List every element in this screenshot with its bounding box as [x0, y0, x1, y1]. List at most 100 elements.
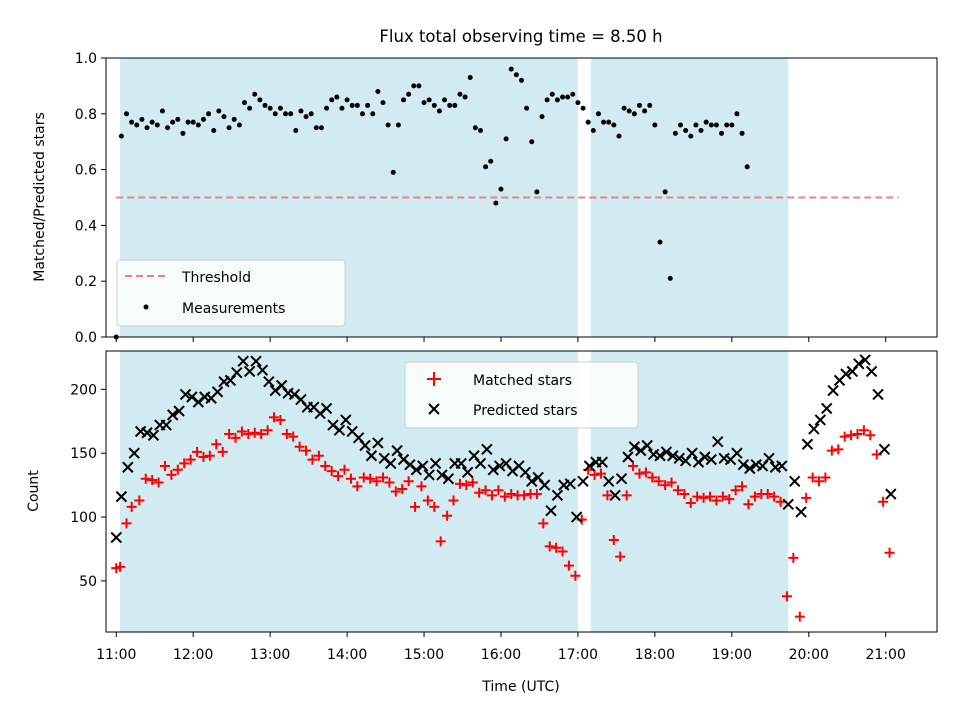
top-series-0-point-86 [554, 97, 560, 103]
bottom-series-1-point-77 [602, 475, 615, 487]
top-series-0-point-29 [262, 102, 268, 108]
top-series-0-point-7 [149, 119, 155, 125]
top-series-0-point-68 [462, 94, 468, 100]
bottom-series-1-point-44 [391, 444, 403, 457]
top-series-0-point-107 [662, 189, 668, 195]
top-series-0-point-116 [708, 122, 714, 128]
top-series-0-point-95 [601, 119, 607, 125]
top-series-0-point-85 [549, 91, 555, 97]
bottom-series-0-point-92 [698, 492, 709, 503]
bottom-series-1-point-50 [429, 457, 442, 470]
bottom-series-0-point-112 [826, 445, 837, 456]
bottom-series-0-point-35 [333, 471, 344, 482]
bottom-axes-frame [105, 350, 938, 633]
bottom-series-1-point-102 [763, 452, 775, 464]
bottom-series-1-point-20 [237, 355, 249, 367]
bottom-series-1-point-93 [705, 453, 718, 466]
top-series-0-point-9 [159, 108, 165, 114]
bottom-series-0-point-36 [339, 464, 350, 475]
bottom-series-1-point-87 [667, 450, 679, 462]
top-series-0-point-8 [154, 122, 160, 128]
bottom-series-0-point-38 [352, 481, 363, 492]
bottom-series-0-point-15 [204, 450, 215, 461]
bottom-series-0-point-113 [833, 444, 844, 455]
bottom-series-0-point-98 [737, 481, 748, 492]
bottom-series-0-point-121 [884, 547, 895, 558]
bottom-series-1-point-67 [538, 479, 551, 491]
bottom-series-0-point-11 [179, 458, 190, 469]
bottom-series-1-point-71 [564, 478, 576, 490]
top-legend-frame [116, 259, 346, 327]
bottom-series-0-point-81 [628, 460, 639, 471]
top-series-0-point-121 [734, 111, 740, 117]
bottom-series-1-point-117 [859, 354, 871, 366]
bottom-series-0-point-115 [846, 430, 857, 441]
bottom-series-1-point-57 [474, 457, 487, 470]
top-series-0-point-111 [683, 128, 689, 134]
bottom-series-0-point-76 [596, 468, 607, 479]
bottom-series-0-point-61 [499, 491, 510, 502]
top-series-0-point-89 [570, 91, 576, 97]
bottom-series-0-point-46 [403, 476, 414, 487]
bottom-series-1-point-16 [211, 386, 224, 398]
bottom-series-1-point-47 [410, 464, 423, 476]
bottom-series-1-point-78 [609, 489, 621, 502]
top-series-0-point-10 [165, 125, 171, 131]
top-series-0-point-94 [595, 111, 601, 117]
bottom-series-1-point-80 [622, 451, 634, 463]
bottom-series-0-point-78 [608, 535, 619, 546]
bottom-series-1-point-79 [615, 473, 628, 485]
bottom-series-1-point-112 [827, 384, 839, 397]
bottom-series-0-point-120 [878, 496, 889, 507]
top-series-0-point-48 [359, 111, 365, 117]
bottom-series-0-point-6 [147, 475, 158, 486]
bottom-series-1-point-111 [821, 402, 833, 415]
bottom-series-0-point-89 [679, 489, 690, 500]
bottom-series-1-point-110 [814, 414, 827, 426]
bottom-series-1-point-106 [788, 475, 801, 487]
top-ytick-label-1: 0.2 [75, 274, 97, 290]
top-series-0-point-53 [385, 122, 391, 128]
top-series-0-point-98 [616, 133, 622, 139]
top-series-0-point-43 [334, 94, 340, 100]
top-series-0-point-54 [390, 169, 396, 175]
bottom-series-1-point-36 [340, 414, 352, 426]
top-series-0-point-16 [195, 122, 201, 128]
top-series-0-point-13 [180, 130, 186, 136]
bottom-series-0-point-71 [563, 560, 574, 571]
bottom-series-0-point-69 [551, 542, 562, 553]
bottom-series-1-point-49 [423, 469, 435, 481]
bottom-series-0-point-22 [249, 427, 260, 438]
top-series-0-point-112 [688, 133, 694, 139]
bottom-series-0-point-91 [692, 491, 703, 502]
bottom-series-0-point-80 [621, 490, 632, 501]
top-series-0-point-87 [560, 94, 566, 100]
top-ytick-label-3: 0.6 [75, 163, 97, 179]
bottom-series-0-point-58 [480, 485, 491, 496]
top-series-0-point-120 [729, 122, 735, 128]
bottom-series-1-point-59 [487, 464, 499, 476]
bottom-series-0-point-49 [422, 495, 433, 506]
bottom-series-0-point-56 [467, 477, 478, 488]
bottom-series-0-point-13 [192, 446, 203, 457]
bottom-series-1-point-69 [551, 489, 564, 502]
bottom-series-0-point-84 [647, 472, 658, 483]
top-series-0-point-79 [519, 77, 524, 83]
bottom-series-0-point-93 [705, 491, 716, 502]
top-series-0-point-78 [513, 72, 519, 78]
top-series-0-point-67 [457, 91, 463, 97]
bottom-series-0-point-18 [224, 429, 235, 440]
bottom-series-1-point-116 [853, 358, 865, 370]
top-series-0-point-83 [539, 114, 545, 120]
bottom-series-0-point-108 [801, 492, 812, 503]
bottom-series-0-point-77 [602, 490, 613, 501]
bottom-series-1-point-72 [570, 511, 583, 523]
bottom-series-0-point-45 [397, 483, 408, 494]
bottom-series-0-point-16 [211, 439, 222, 450]
bottom-series-0-point-8 [159, 460, 170, 471]
bottom-ytick-label-2: 150 [70, 446, 97, 462]
bottom-series-0-point-96 [724, 494, 735, 505]
bottom-series-1-point-104 [776, 460, 788, 472]
top-series-0-point-34 [288, 111, 294, 117]
bottom-series-0-point-54 [454, 478, 465, 489]
